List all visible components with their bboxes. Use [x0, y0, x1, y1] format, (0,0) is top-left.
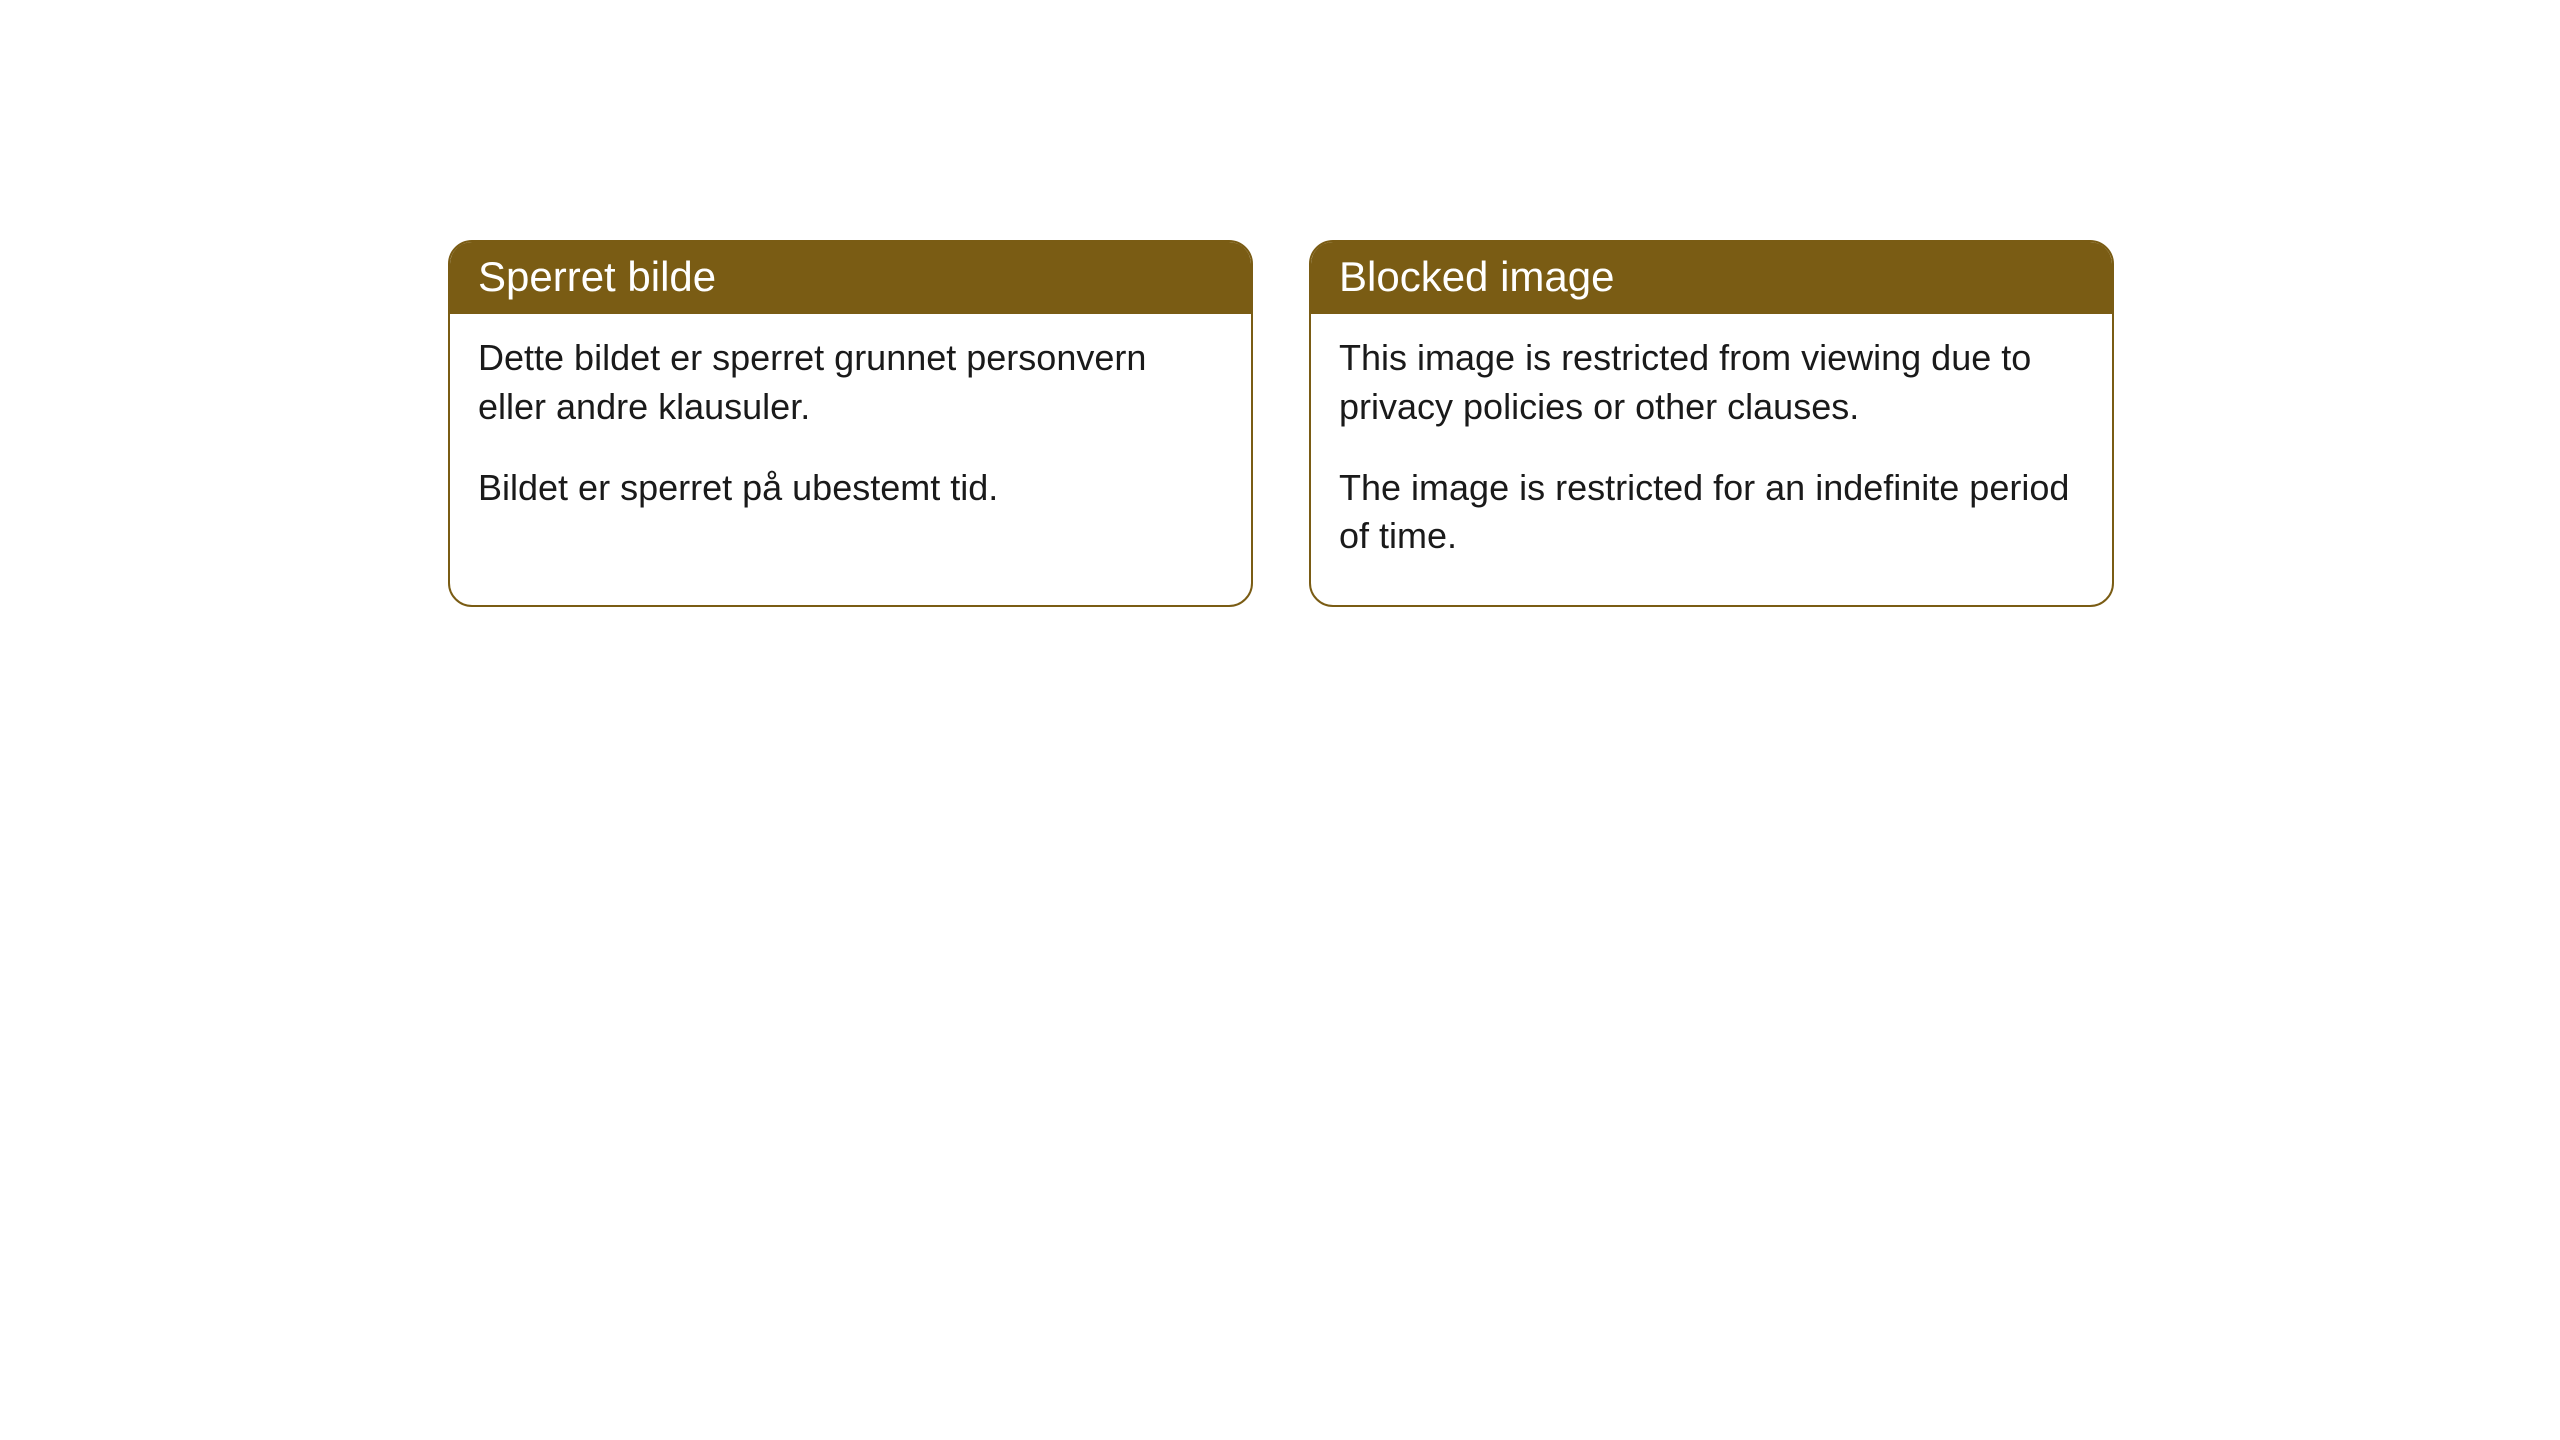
notice-cards-container: Sperret bilde Dette bildet er sperret gr…: [448, 240, 2114, 607]
blocked-image-card-en: Blocked image This image is restricted f…: [1309, 240, 2114, 607]
card-body-en: This image is restricted from viewing du…: [1311, 314, 2112, 604]
blocked-image-card-no: Sperret bilde Dette bildet er sperret gr…: [448, 240, 1253, 607]
card-paragraph-no-2: Bildet er sperret på ubestemt tid.: [478, 464, 1223, 513]
card-title-en: Blocked image: [1311, 242, 2112, 314]
card-body-no: Dette bildet er sperret grunnet personve…: [450, 314, 1251, 556]
card-paragraph-en-2: The image is restricted for an indefinit…: [1339, 464, 2084, 561]
card-title-no: Sperret bilde: [450, 242, 1251, 314]
card-paragraph-no-1: Dette bildet er sperret grunnet personve…: [478, 334, 1223, 431]
card-paragraph-en-1: This image is restricted from viewing du…: [1339, 334, 2084, 431]
